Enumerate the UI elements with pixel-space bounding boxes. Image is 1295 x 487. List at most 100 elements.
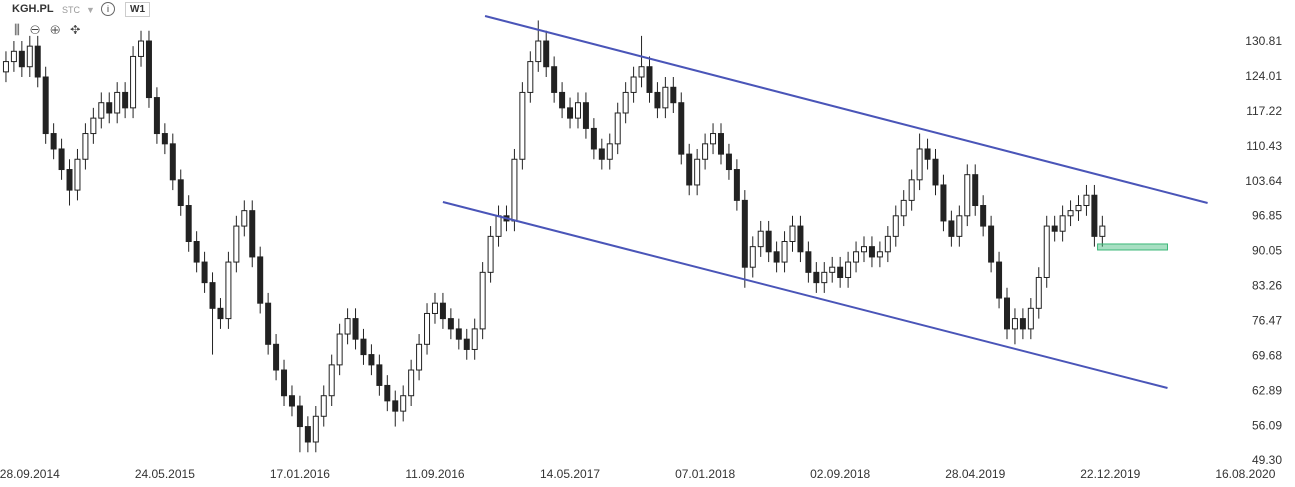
y-tick-label: 124.01 (1245, 69, 1282, 83)
candle-body (10, 50, 17, 63)
y-tick-label: 76.47 (1252, 314, 1282, 328)
candle-body (797, 225, 804, 253)
candle-body (916, 148, 923, 181)
candle-body (257, 256, 264, 304)
candle-body (789, 225, 796, 243)
candle-body (551, 66, 558, 93)
symbol[interactable]: KGH.PL (12, 3, 54, 15)
x-tick-label: 22.12.2019 (1080, 467, 1140, 481)
candle-body (876, 251, 883, 258)
x-tick-label: 28.09.2014 (0, 467, 60, 481)
candle-body (495, 215, 502, 237)
candle-body (813, 271, 820, 284)
candle-body (694, 158, 701, 186)
candle-body (956, 215, 963, 237)
candle-body (66, 169, 73, 191)
candle-body (1051, 225, 1058, 232)
candle-body (106, 102, 113, 114)
candle-body (296, 405, 303, 428)
candle-body (225, 261, 232, 320)
trend-line (484, 15, 1208, 204)
candle-body (964, 174, 971, 217)
candle-body (805, 251, 812, 273)
info-icon[interactable]: i (101, 2, 115, 16)
y-tick-label: 130.81 (1245, 34, 1282, 48)
candle-body (336, 333, 343, 366)
candle-body (1091, 194, 1098, 237)
x-tick-label: 28.04.2019 (945, 467, 1005, 481)
candle-body (161, 133, 168, 145)
candle-body (42, 76, 49, 135)
candle-body (670, 86, 677, 104)
candle-body (988, 225, 995, 263)
candle-body (908, 179, 915, 201)
candle-body (733, 169, 740, 201)
candle-body (273, 343, 280, 371)
candle-body (145, 40, 152, 99)
candle-body (431, 302, 438, 314)
candle-body (606, 143, 613, 160)
zone (1097, 243, 1168, 251)
candle-body (471, 328, 478, 350)
candle-body (519, 91, 526, 160)
candle-body (18, 50, 25, 68)
x-tick-label: 16.08.2020 (1215, 467, 1275, 481)
candle-body (1004, 297, 1011, 330)
candle-body (535, 40, 542, 63)
toolbar-icons[interactable]: ⫼⊖⊕✥ (14, 22, 91, 37)
candle-body (821, 271, 828, 284)
candle-body (233, 225, 240, 263)
candle-body (582, 102, 589, 129)
candle-body (924, 148, 931, 160)
candle-body (26, 45, 33, 68)
candle-body (288, 395, 295, 407)
candle-body (201, 261, 208, 284)
candle-body (1011, 318, 1018, 330)
x-tick-label: 24.05.2015 (135, 467, 195, 481)
interval[interactable]: W1 (125, 2, 150, 17)
x-tick-label: 07.01.2018 (675, 467, 735, 481)
candle-body (138, 40, 145, 57)
candle-body (169, 143, 176, 181)
y-tick-label: 69.68 (1252, 348, 1282, 362)
candle-body (392, 400, 399, 412)
candle-body (130, 55, 137, 109)
candle-body (193, 241, 200, 263)
candle-body (439, 302, 446, 320)
candle-body (1083, 194, 1090, 207)
candle-body (710, 133, 717, 145)
candle-body (281, 369, 288, 397)
candle-body (90, 117, 97, 135)
candle-body (654, 91, 661, 109)
candle-body (1043, 225, 1050, 278)
candle-body (416, 343, 423, 371)
candle-body (749, 246, 756, 268)
candle-body (702, 143, 709, 160)
candle-body (868, 246, 875, 258)
candle-body (209, 282, 216, 309)
candle-body (447, 318, 454, 330)
dropdown-arrow[interactable]: ▼ (86, 5, 95, 15)
candle-body (98, 102, 105, 119)
candle-body (114, 91, 121, 114)
candle-body (360, 338, 367, 356)
candle-body (765, 230, 772, 253)
candle-body (82, 133, 89, 160)
candle-body (622, 91, 629, 114)
candle-body (567, 107, 574, 119)
candle-body (455, 328, 462, 340)
candle-body (1019, 318, 1026, 330)
candle-body (241, 210, 248, 227)
candle-body (757, 230, 764, 248)
candle-body (265, 302, 272, 345)
candle-body (996, 261, 1003, 299)
candle-body (892, 215, 899, 237)
candle-body (940, 184, 947, 222)
candle-body (1027, 307, 1034, 330)
y-tick-label: 103.64 (1245, 174, 1282, 188)
candle-body (646, 66, 653, 93)
candle-body (662, 86, 669, 109)
candle-body (845, 261, 852, 278)
